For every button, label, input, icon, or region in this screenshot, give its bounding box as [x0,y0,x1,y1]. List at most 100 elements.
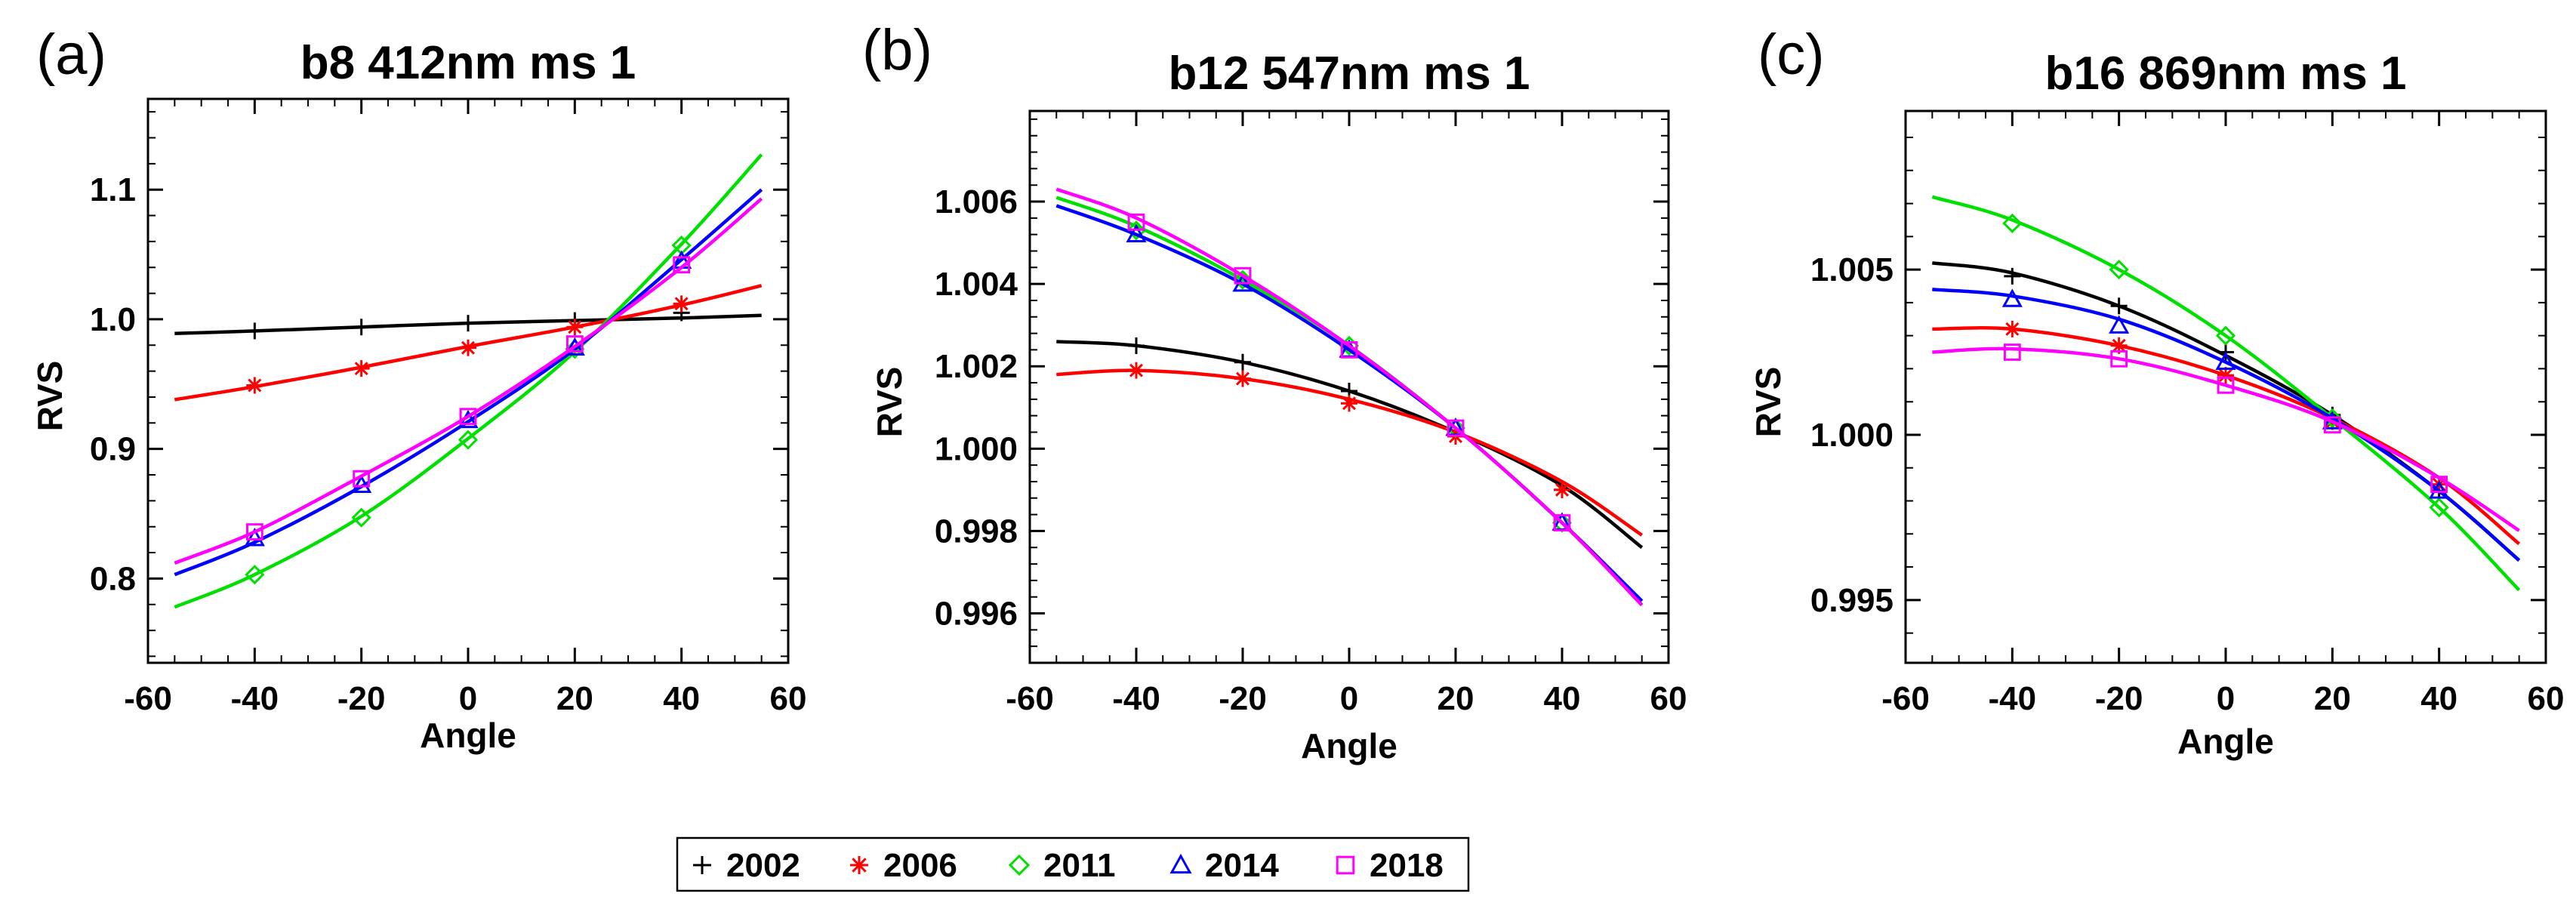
data-point-2014 [2429,480,2450,499]
data-point-2011 [2109,259,2129,280]
y-tick-label: 0.998 [935,513,1018,550]
y-tick-label: 1.000 [935,430,1018,467]
data-point-2006 [1128,362,1145,379]
x-axis-label: Angle [2177,722,2274,761]
x-axis-label: Angle [1301,726,1397,765]
x-tick-label: 0 [2217,680,2235,717]
legend-marker-2011 [1008,854,1031,876]
data-point-2018 [353,470,371,488]
series-line-2011 [174,153,763,609]
x-axis: -60 -40 -20 0 20 40 60 [1881,111,2564,717]
data-point-2011 [245,565,265,585]
x-axis: -60 -40 -20 0 20 40 60 [124,99,806,717]
data-point-2014 [2109,315,2130,334]
legend-label-2006: 2006 [883,847,957,884]
data-point-2014 [2001,288,2023,307]
legend-marker-2014 [1169,853,1192,874]
panel-label: (b) [862,18,932,82]
x-axis-label: Angle [420,716,516,755]
series-line-2018 [174,197,763,565]
y-tick-label: 0.995 [1810,582,1893,619]
data-point-2006 [353,360,370,377]
y-tick-label: 1.0 [90,301,136,338]
data-point-2014 [2215,351,2236,370]
x-tick-label: -20 [337,680,386,717]
data-point-2006 [566,319,584,336]
x-tick-label: -20 [1219,680,1267,717]
x-tick-label: -60 [1881,680,1930,717]
x-tick-label: 40 [2420,680,2457,717]
data-point-2018 [673,256,691,274]
x-tick-label: -20 [2095,680,2143,717]
chart-panels: (a) b8 412nm ms 1 -60 -40 -20 0 20 40 60 Angle 0.8… [30,18,2564,765]
data-point-2002 [2110,297,2128,315]
y-tick-label: 0.996 [935,596,1018,633]
data-point-2018 [565,335,584,353]
legend-marker-2006 [850,856,868,874]
y-axis-label: RVS [870,367,909,438]
x-axis: -60 -40 -20 0 20 40 60 [1006,111,1687,717]
x-tick-label: -60 [124,680,172,717]
data-point-2018 [1340,341,1358,359]
chart-title: b16 869nm ms 1 [2044,48,2406,100]
series-line-2014 [174,188,763,577]
plot-area [174,153,763,609]
data-point-2006 [1341,395,1357,412]
y-tick-label: 0.9 [90,431,136,468]
data-point-2018 [2323,416,2341,434]
legend-marker-2018 [1336,855,1355,875]
legend-label-2018: 2018 [1370,847,1444,884]
data-point-2014 [1126,223,1147,242]
x-tick-label: -40 [231,680,279,717]
legend: 2002 2006 2011 2014 2018 [676,836,1470,892]
x-tick-label: 20 [556,680,593,717]
data-point-2014 [351,474,372,494]
data-point-2002 [353,319,370,336]
data-point-2018 [1553,514,1571,531]
data-point-2018 [2003,343,2021,361]
data-point-2002 [1128,337,1145,354]
x-tick-label: 20 [1437,680,1474,717]
y-tick-label: 1.1 [90,171,136,208]
data-point-2006 [460,339,476,356]
y-tick-label: 1.004 [935,266,1018,303]
x-tick-label: 20 [2314,680,2351,717]
legend-label-2011: 2011 [1043,847,1115,884]
x-tick-label: -40 [1112,680,1160,717]
data-point-2014 [244,528,265,547]
plot-area [1931,195,2521,592]
panel-label: (a) [36,23,106,87]
data-point-2018 [1234,266,1252,285]
chart-panel-3: (c) b16 869nm ms 1 -60 -40 -20 0 20 40 60 Angle 0.… [1749,23,2564,761]
data-point-2011 [2002,213,2023,233]
legend-label-2002: 2002 [726,847,800,884]
data-point-2002 [2004,267,2021,285]
chart-panel-2: (b) b12 547nm ms 1 -60 -40 -20 0 20 40 60 Angle 0.… [862,18,1687,765]
y-axis: 0.996 0.998 1.000 1.002 1.004 1.006 [935,118,1669,664]
y-axis: 0.8 0.9 1.0 1.1 [90,111,788,658]
x-tick-label: -60 [1006,680,1054,717]
data-point-2011 [2215,325,2236,346]
y-tick-label: 0.8 [90,560,136,597]
x-tick-label: 60 [2528,680,2565,717]
data-point-2006 [246,377,263,394]
y-axis-label: RVS [1749,367,1788,438]
y-tick-label: 1.002 [935,348,1018,385]
data-point-2006 [673,295,690,313]
y-tick-label: 1.005 [1810,251,1893,288]
chart-title: b8 412nm ms 1 [300,37,636,89]
data-point-2011 [1126,220,1147,241]
y-tick-label: 1.006 [935,183,1018,220]
data-point-2018 [1447,419,1465,437]
data-point-2011 [458,430,479,450]
legend-box [676,836,1470,892]
x-tick-label: 40 [663,680,700,717]
data-point-2002 [460,315,476,332]
chart-panel-1: (a) b8 412nm ms 1 -60 -40 -20 0 20 40 60 Angle 0.8… [30,23,806,755]
data-point-2006 [1234,370,1251,387]
data-point-2018 [2430,476,2448,494]
data-point-2018 [459,408,477,426]
panel-label: (c) [1758,23,1825,87]
x-tick-label: -40 [1989,680,2037,717]
data-point-2014 [564,337,585,356]
